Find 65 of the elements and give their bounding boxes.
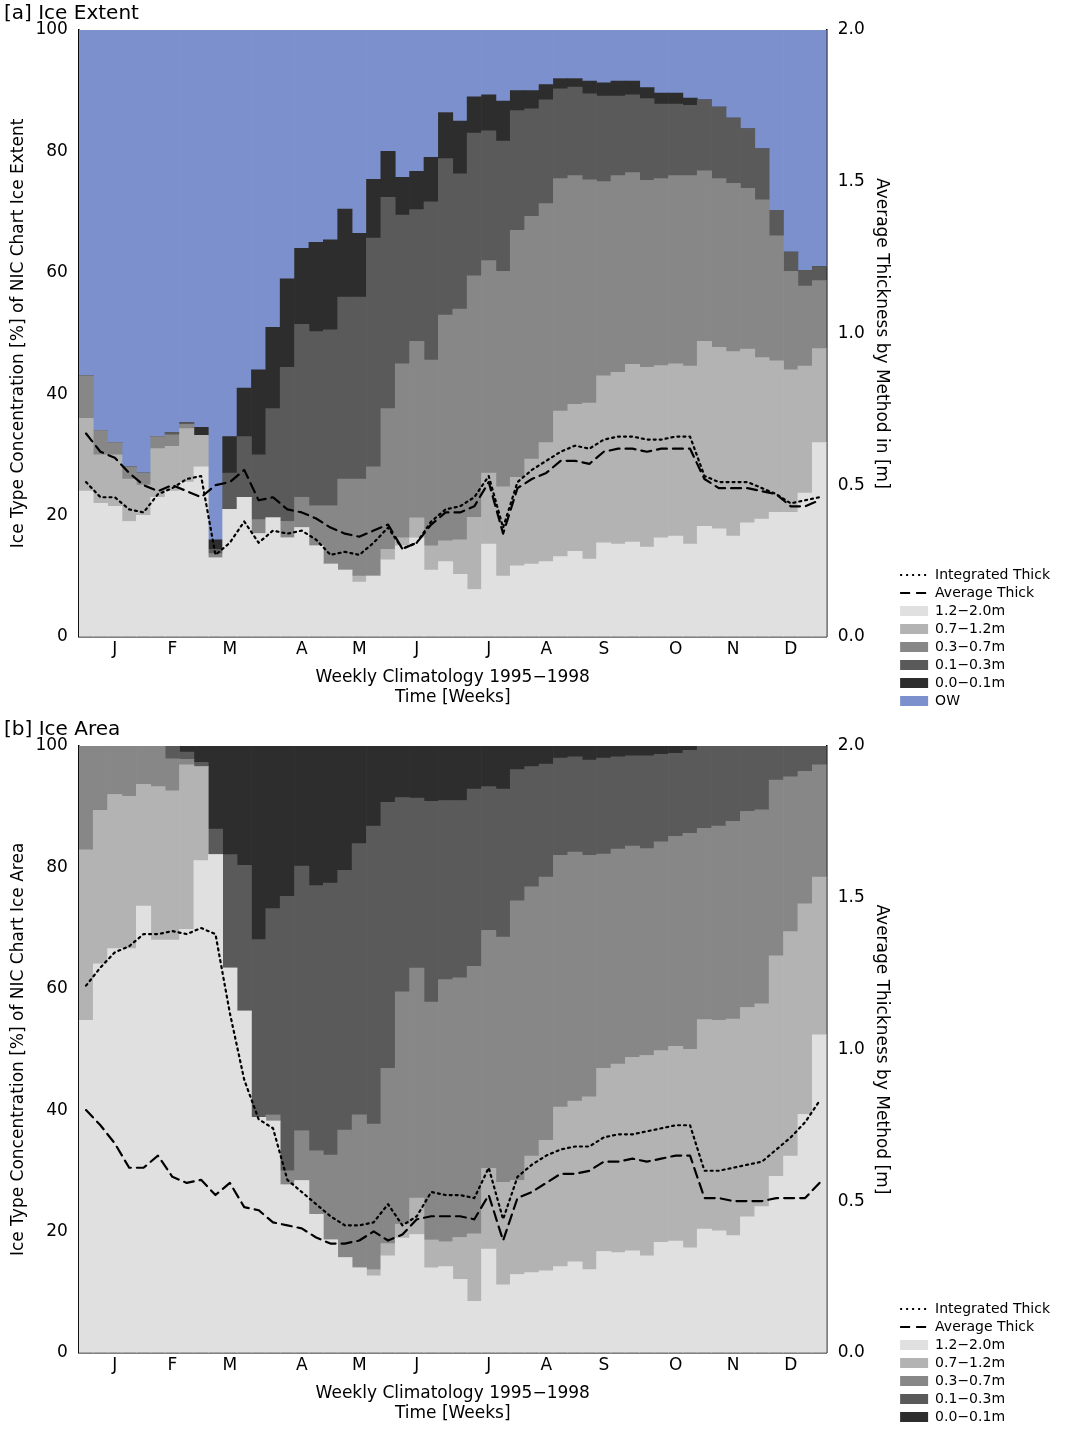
- x-tick-label: S: [598, 638, 610, 659]
- legend-label: Average Thick: [935, 1317, 1036, 1334]
- x-tick-label: J: [413, 1354, 420, 1375]
- x-tick-label: J: [413, 638, 420, 659]
- x-tick-label: A: [295, 1354, 308, 1375]
- x-tick-label: O: [668, 638, 683, 659]
- x-tick-label: A: [540, 1354, 553, 1375]
- x-tick-label: N: [726, 1354, 740, 1375]
- x-tick-label: J: [485, 638, 492, 659]
- y2-tick-label: 0.5: [837, 473, 865, 494]
- x-axis-title: Weekly Climatology 1995−1998 Time [Weeks]: [315, 1381, 590, 1423]
- x-tick-label: M: [351, 1354, 367, 1375]
- y2-tick-label: 2.0: [837, 734, 865, 755]
- y-axis-title: Ice Type Concentration [%] of NIC Chart Ice Area: [6, 842, 27, 1257]
- legend-label: 1.2−2.0m: [935, 1335, 1006, 1352]
- legend-label: 0.1−0.3m: [935, 1389, 1006, 1406]
- x-tick-label: A: [540, 638, 553, 659]
- x-tick-label: D: [784, 1354, 798, 1375]
- y2-tick-label: 0.0: [837, 625, 865, 646]
- y2-tick-label: 1.0: [837, 321, 865, 342]
- y-tick-label: 0: [57, 1341, 68, 1362]
- y-tick-label: 20: [46, 1219, 68, 1240]
- legend-label: Average Thick: [935, 583, 1036, 600]
- y-axis-title: Ice Type Concentration [%] of NIC Chart Ice Extent: [6, 118, 27, 549]
- x-tick-label: S: [598, 1354, 610, 1375]
- x-tick-label: O: [668, 1354, 683, 1375]
- y-tick-label: 60: [46, 261, 68, 282]
- y2-tick-label: 0.5: [837, 1189, 865, 1210]
- y-tick-label: 40: [46, 1098, 68, 1119]
- legend-label: 0.0−0.1m: [935, 1407, 1006, 1424]
- x-tick-label: A: [295, 638, 308, 659]
- y-tick-label: 20: [46, 503, 68, 524]
- legend-label: Integrated Thick: [935, 565, 1051, 582]
- x-axis-title: Weekly Climatology 1995−1998 Time [Weeks]: [315, 665, 590, 707]
- y2-tick-label: 1.5: [837, 886, 865, 907]
- y2-axis-title: Average Thickness by Method in [m]: [873, 178, 894, 489]
- legend-label: 0.1−0.3m: [935, 655, 1006, 672]
- x-tick-label: F: [167, 1354, 178, 1375]
- x-tick-label: M: [222, 1354, 238, 1375]
- y-tick-label: 0: [57, 625, 68, 646]
- legend-label: 0.0−0.1m: [935, 673, 1006, 690]
- x-tick-label: J: [485, 1354, 492, 1375]
- x-tick-label: M: [222, 638, 238, 659]
- x-tick-label: J: [111, 1354, 118, 1375]
- legend-label: Integrated Thick: [935, 1299, 1051, 1316]
- y2-axis-title: Average Thickness by Method [m]: [873, 904, 894, 1195]
- y2-tick-label: 1.5: [837, 170, 865, 191]
- y2-tick-label: 1.0: [837, 1037, 865, 1058]
- y2-tick-label: 0.0: [837, 1341, 865, 1362]
- x-tick-label: M: [351, 638, 367, 659]
- legend-label: OW: [935, 691, 961, 708]
- y-tick-label: 80: [46, 855, 68, 876]
- y-tick-label: 40: [46, 382, 68, 403]
- x-tick-label: J: [111, 638, 118, 659]
- legend-label: 0.7−1.2m: [935, 1353, 1006, 1370]
- y-tick-label: 60: [46, 977, 68, 998]
- x-tick-label: D: [784, 638, 798, 659]
- legend-label: 0.3−0.7m: [935, 637, 1006, 654]
- legend-label: 0.7−1.2m: [935, 619, 1006, 636]
- legend-label: 0.3−0.7m: [935, 1371, 1006, 1388]
- legend-label: 1.2−2.0m: [935, 601, 1006, 618]
- x-tick-label: N: [726, 638, 740, 659]
- y2-tick-label: 2.0: [837, 18, 865, 39]
- x-tick-label: F: [167, 638, 178, 659]
- y-tick-label: 80: [46, 139, 68, 160]
